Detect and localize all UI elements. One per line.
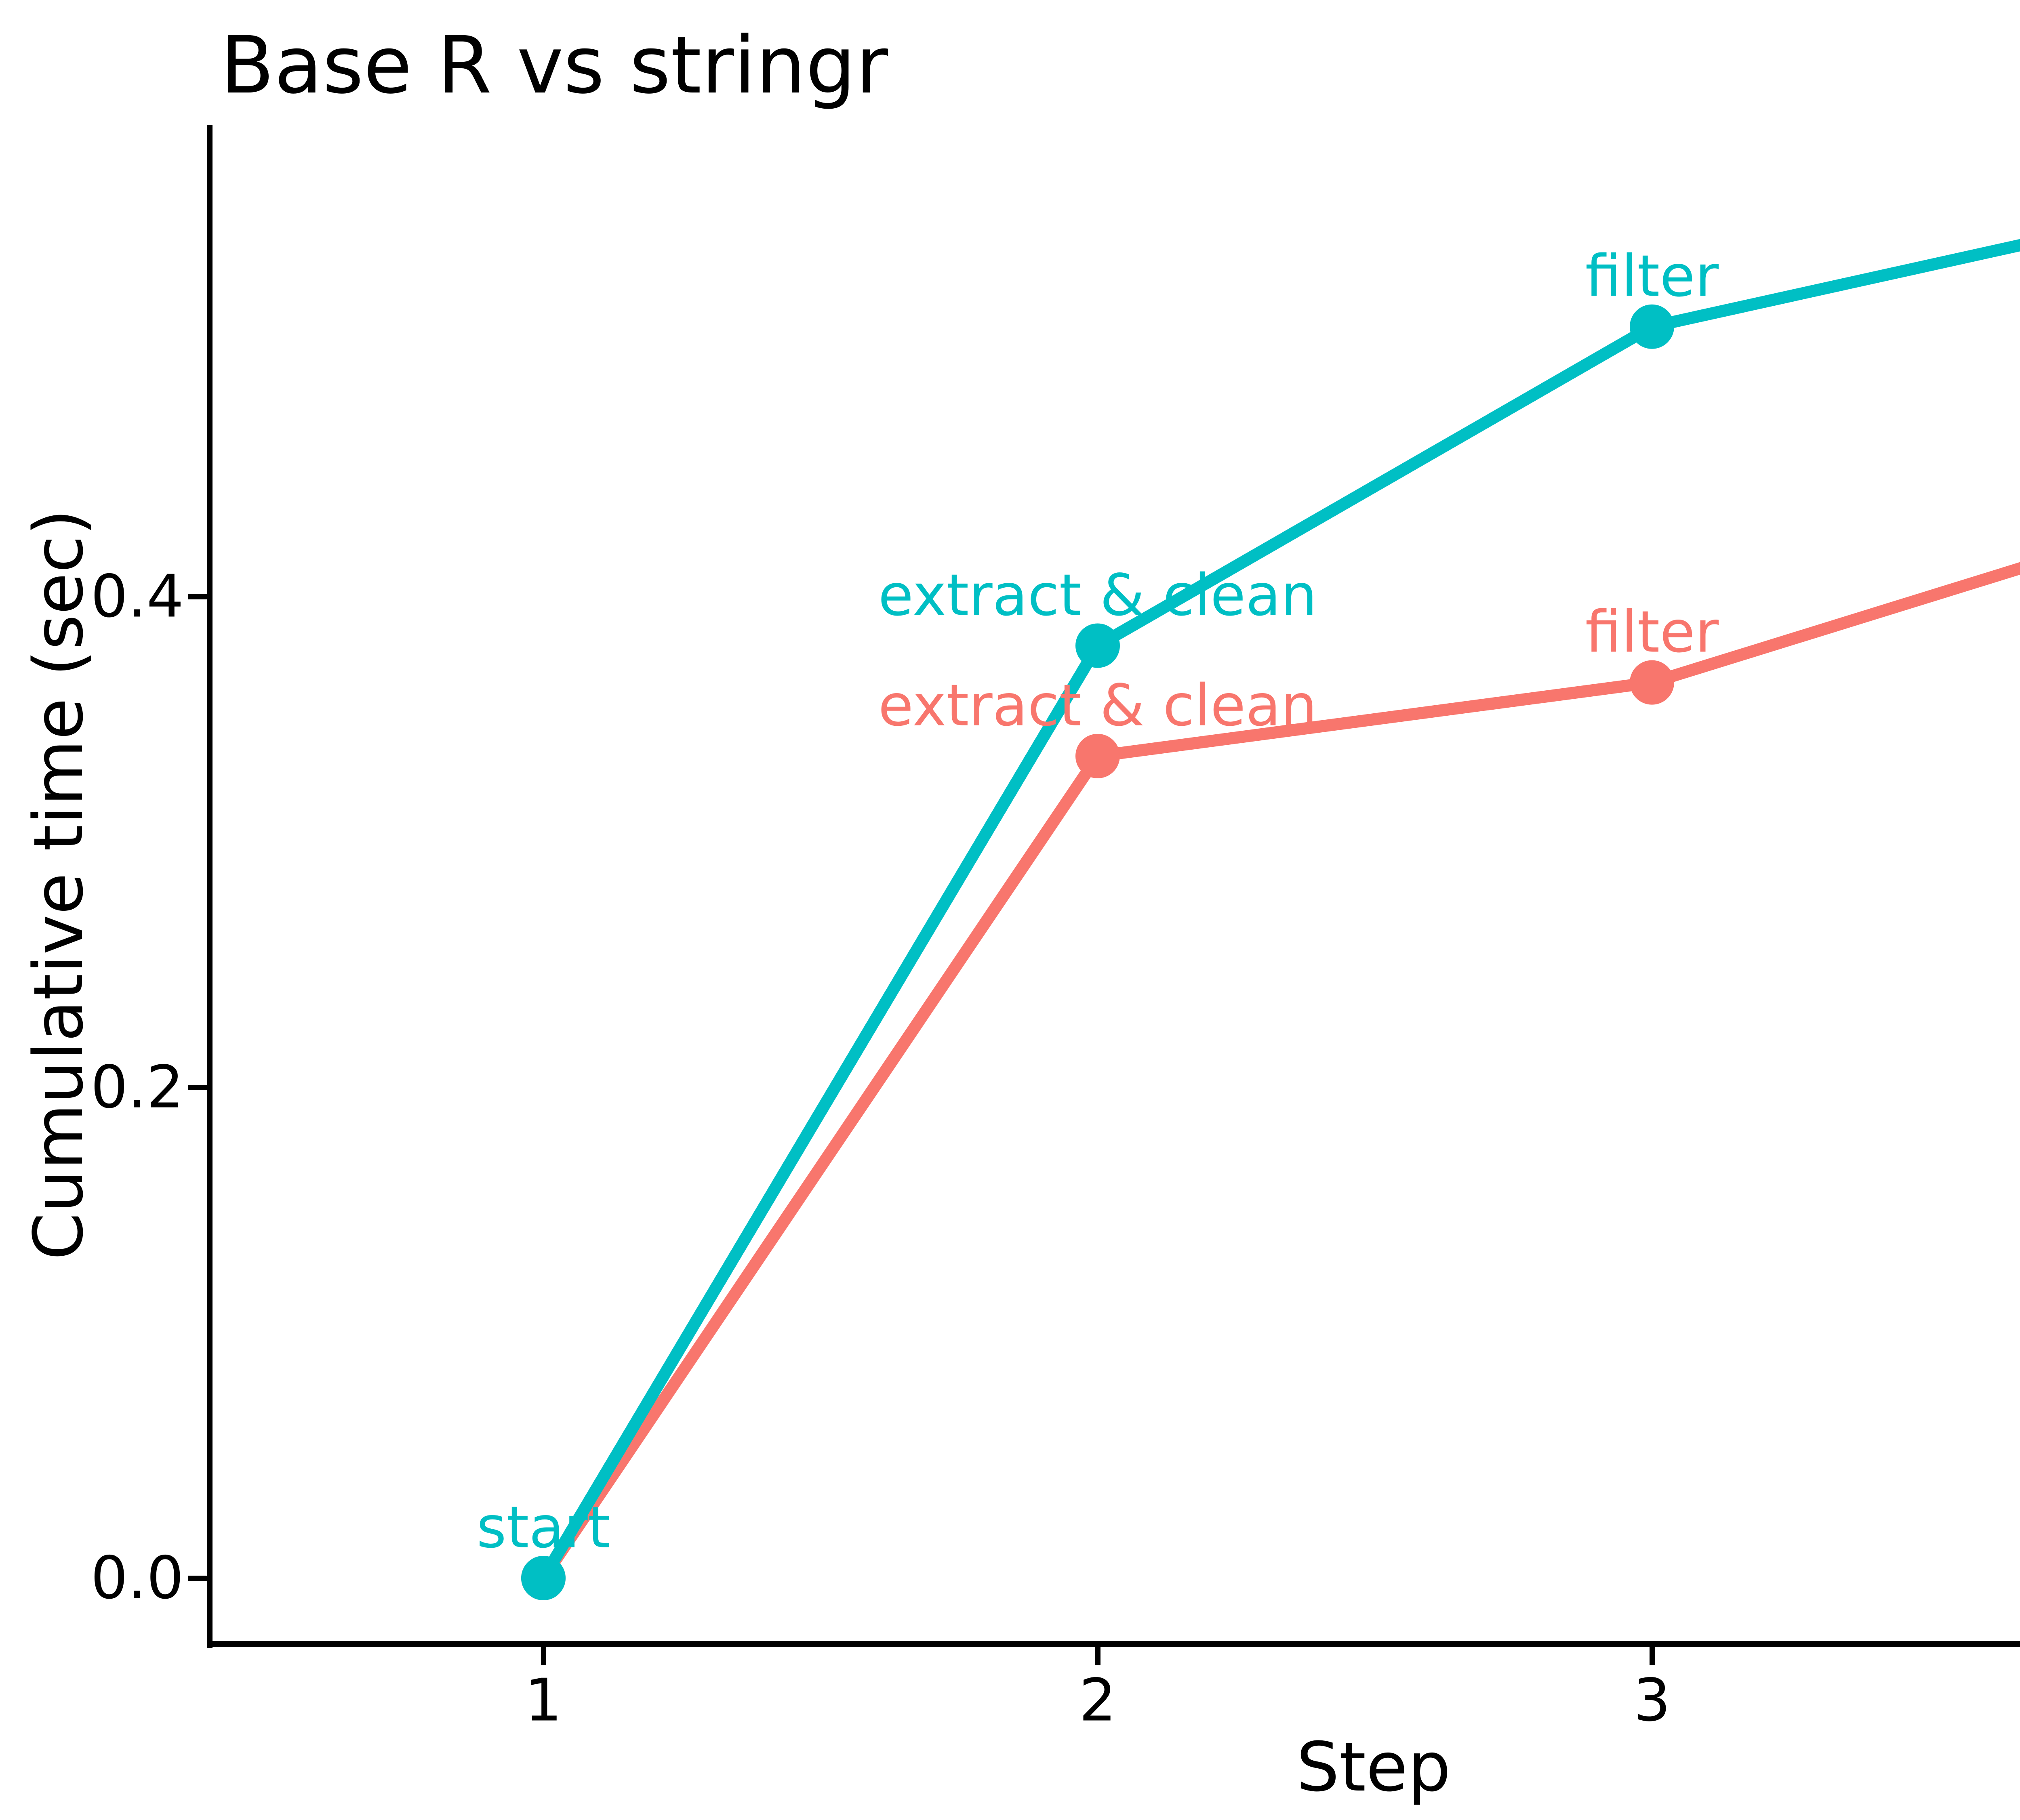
data-point-stringr-step1	[521, 1556, 566, 1600]
series-line-base	[537, 562, 2020, 1584]
y-tick-label-0.4: 0.4	[90, 562, 184, 631]
y-axis-line	[207, 125, 213, 1648]
x-tick-label-2: 2	[1079, 1666, 1117, 1735]
plot-title: Base R vs stringr	[220, 19, 888, 111]
point-label-stringr-step3: filter	[1585, 243, 1719, 310]
point-label-base-step2: extract & clean	[878, 672, 1317, 739]
x-tick-label-1: 1	[524, 1666, 562, 1735]
data-point-base-step2	[1075, 733, 1120, 778]
x-tick-mark-3	[1650, 1647, 1655, 1665]
y-axis-title: Cumulative time (sec)	[19, 509, 98, 1260]
data-point-base-step3	[1630, 660, 1674, 705]
y-tick-label-0.2: 0.2	[90, 1053, 184, 1122]
point-label-stringr-step2: extract & clean	[878, 562, 1317, 628]
y-tick-mark-0.0	[188, 1576, 207, 1581]
point-label-stringr-step1: start	[476, 1494, 610, 1561]
x-tick-mark-2	[1095, 1647, 1100, 1665]
data-point-stringr-step3	[1630, 304, 1674, 349]
series-line-stringr	[537, 239, 2020, 1584]
y-tick-mark-0.2	[188, 1085, 207, 1090]
x-axis-title: Step	[1296, 1728, 1451, 1807]
y-tick-label-0.0: 0.0	[90, 1544, 184, 1612]
x-axis-line	[207, 1641, 2020, 1647]
data-point-stringr-step2	[1075, 623, 1120, 668]
x-tick-label-3: 3	[1633, 1666, 1671, 1735]
point-label-base-step3: filter	[1585, 599, 1719, 666]
y-tick-mark-0.4	[188, 594, 207, 599]
x-tick-mark-1	[541, 1647, 546, 1665]
